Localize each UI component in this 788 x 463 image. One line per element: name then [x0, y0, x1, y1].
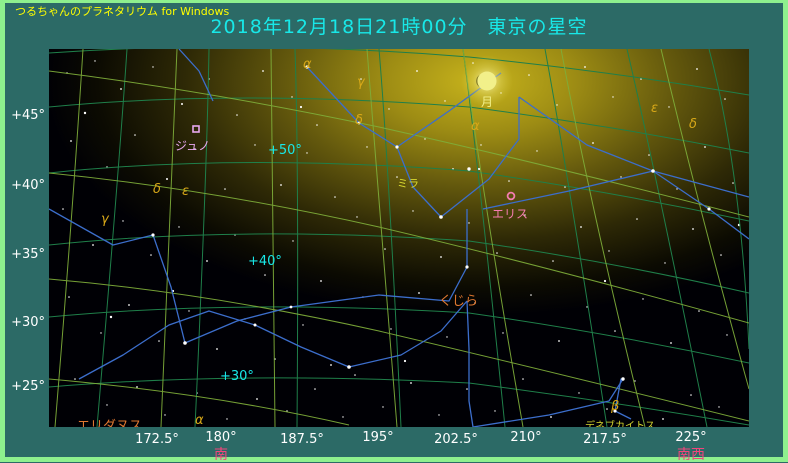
azimuth-tick-210: 210°: [510, 430, 542, 445]
equatorial-grid: [49, 49, 749, 427]
twilight-glow: [49, 49, 749, 427]
altitude-tick-40: +40°: [11, 178, 45, 193]
azimuth-tick-217-5: 217.5°: [583, 432, 627, 447]
sky-chart[interactable]: +50° +40° +30° 月 ジュノ エリス ミラ デネブカイトス くじら …: [49, 49, 749, 427]
azimuth-tick-195: 195°: [362, 430, 394, 445]
azimuth-tick-187-5: 187.5°: [280, 432, 324, 447]
coordinate-grid: [49, 49, 749, 427]
app-title: つるちゃんのプラネタリウム for Windows: [15, 5, 230, 18]
juno-marker[interactable]: [192, 125, 200, 133]
altitude-tick-30: +30°: [11, 315, 45, 330]
altitude-tick-35: +35°: [11, 247, 45, 262]
moon-marker[interactable]: [461, 55, 513, 107]
azimuth-tick-225: 225°: [675, 430, 707, 445]
direction-label-south: 南: [214, 447, 228, 463]
altitude-tick-25: +25°: [11, 379, 45, 394]
azimuth-tick-180: 180°: [205, 430, 237, 445]
altitude-tick-45: +45°: [11, 108, 45, 123]
azimuth-tick-172-5: 172.5°: [135, 432, 179, 447]
eris-marker[interactable]: [506, 191, 516, 201]
star-field: [62, 60, 741, 420]
sky-canvas: [49, 49, 749, 427]
direction-label-southwest: 南西: [677, 447, 705, 463]
named-stars: [151, 65, 711, 413]
chart-title: 2018年12月18日21時00分 東京の星空: [210, 16, 588, 38]
azimuth-tick-202-5: 202.5°: [434, 432, 478, 447]
